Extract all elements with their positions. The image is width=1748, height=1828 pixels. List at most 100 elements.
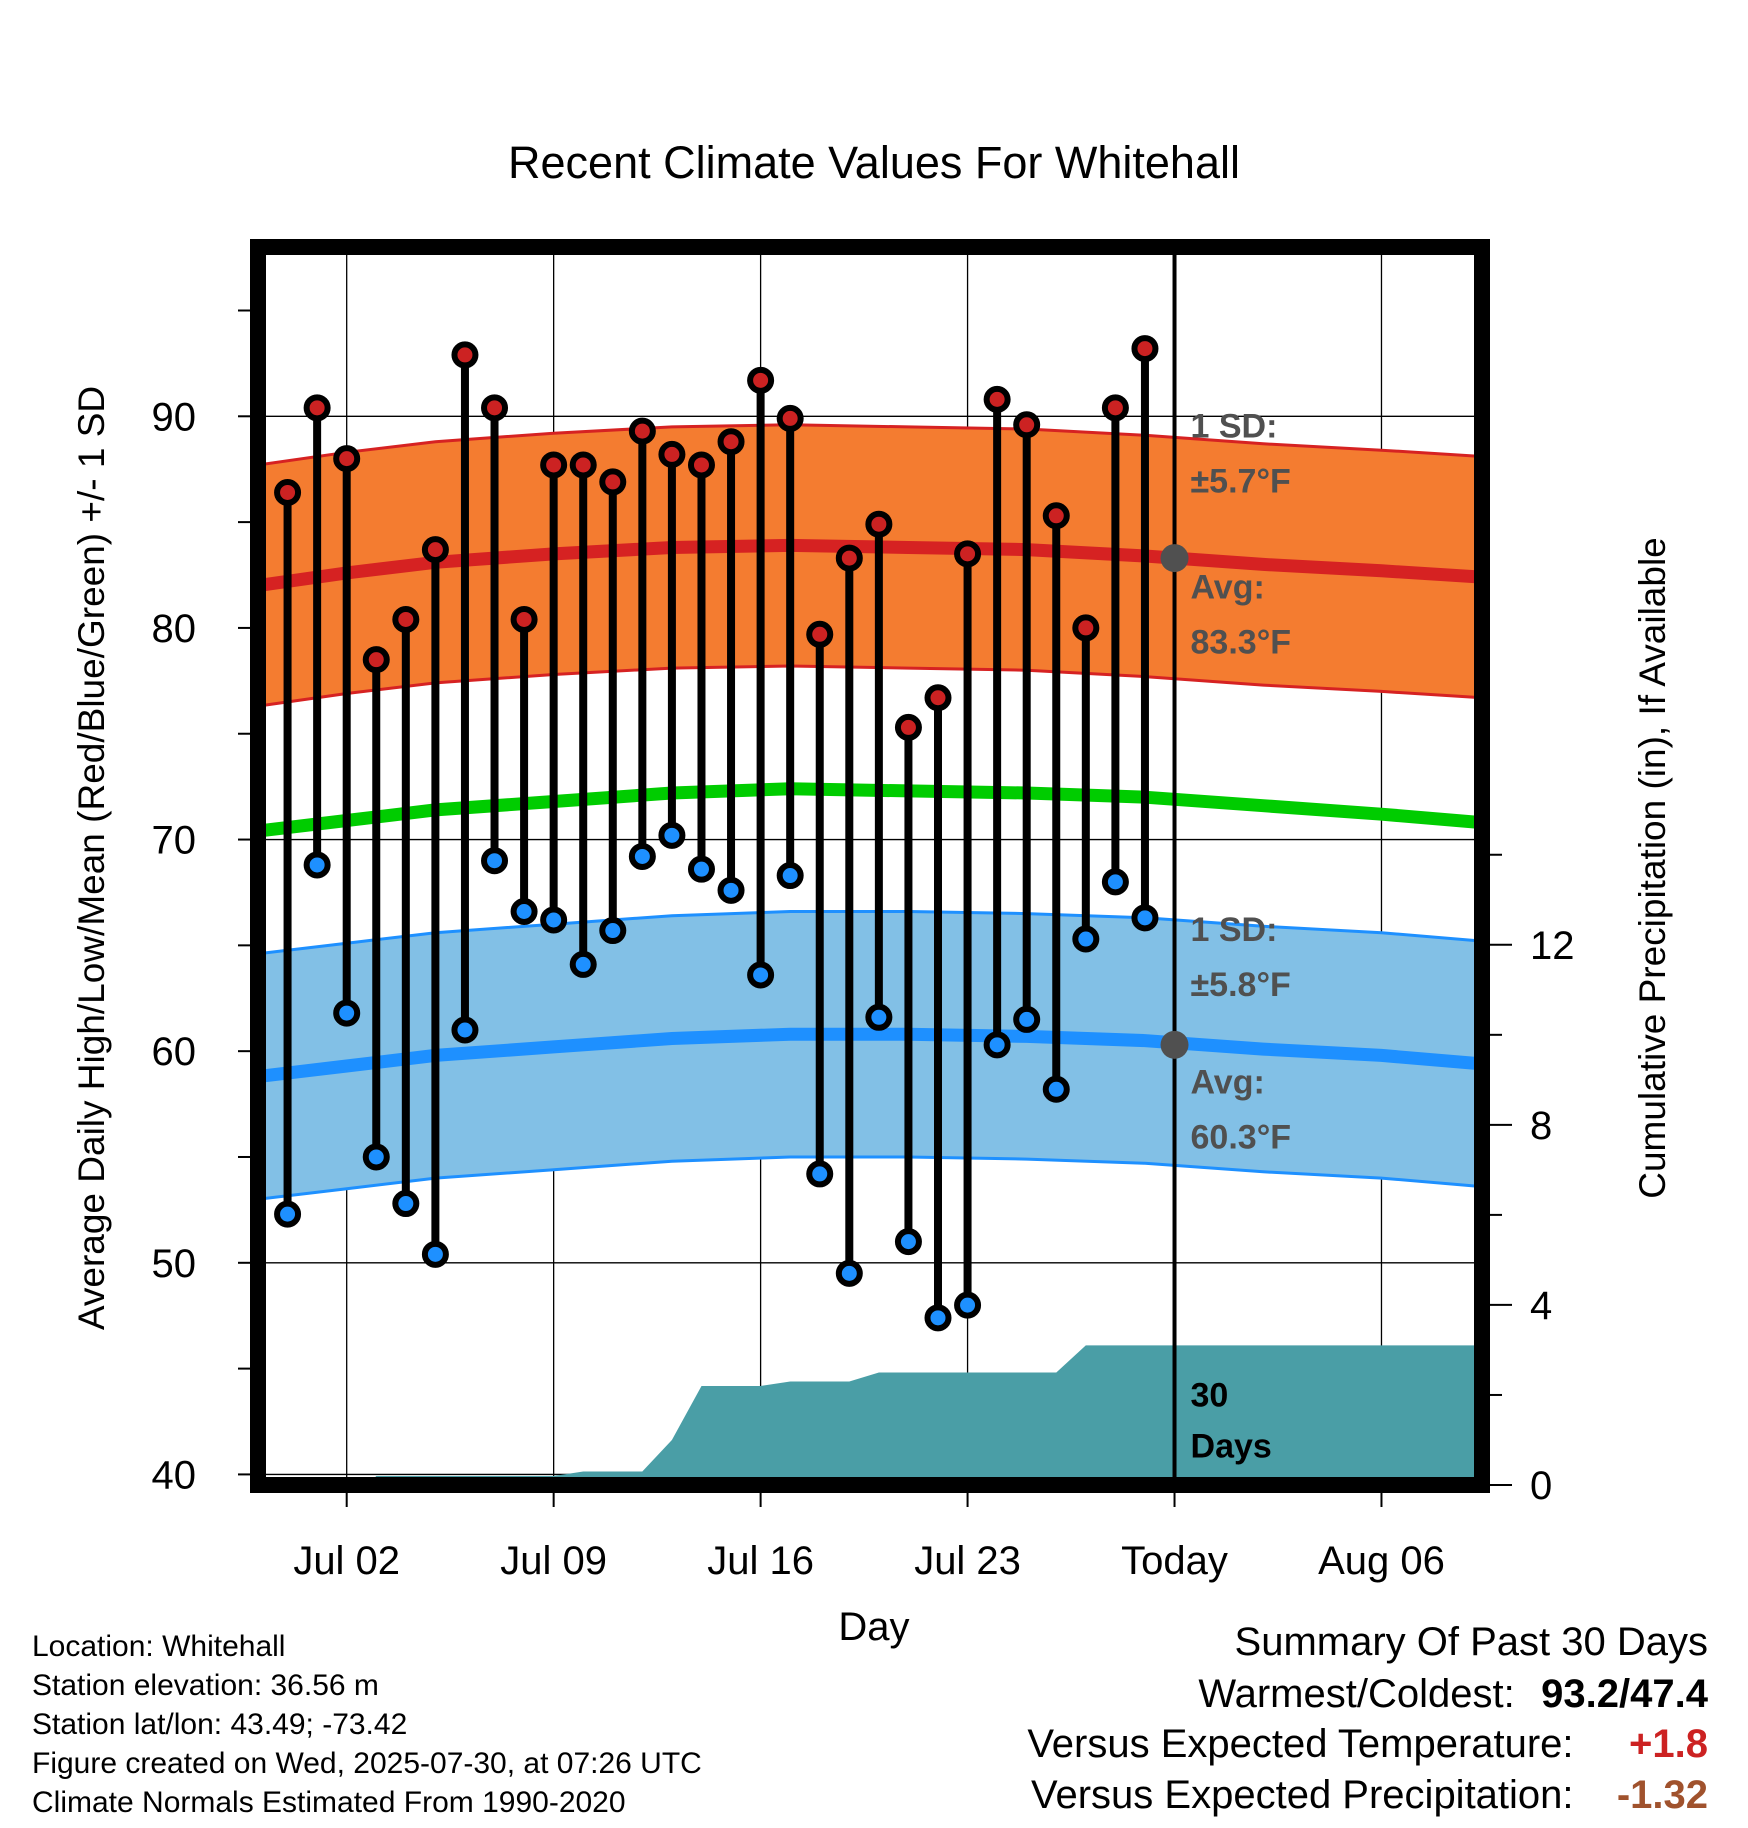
footer-created: Figure created on Wed, 2025-07-30, at 07… (32, 1747, 702, 1780)
low-avg-label: Avg: (1191, 1063, 1265, 1101)
high-avg-value: 83.3°F (1191, 623, 1292, 661)
x-tick-label: Jul 02 (293, 1539, 400, 1583)
low-sd-label: 1 SD: (1191, 911, 1278, 949)
daily-high-point (303, 394, 331, 422)
high-avg-label: Avg: (1191, 568, 1265, 606)
y-tick-label: 50 (152, 1242, 197, 1286)
daily-low-point (806, 1160, 834, 1188)
daily-high-point (983, 385, 1011, 413)
daily-high-point (451, 341, 479, 369)
warmest-coldest-label: Warmest/Coldest: (1198, 1672, 1515, 1716)
mean-normal-line (258, 782, 1482, 838)
daily-high-point (510, 605, 538, 633)
warmest-coldest-value: 93.2/47.4 (1541, 1672, 1708, 1716)
daily-low-point (628, 842, 656, 870)
daily-low-point (333, 999, 361, 1027)
daily-high-point (599, 468, 627, 496)
daily-high-point (1131, 335, 1159, 363)
daily-high-point (894, 713, 922, 741)
daily-high-point (1013, 411, 1041, 439)
daily-low-point (599, 917, 627, 945)
daily-low-point (392, 1190, 420, 1218)
daily-low-point (274, 1200, 302, 1228)
today-low-avg-marker (1160, 1030, 1189, 1059)
summary-title: Summary Of Past 30 Days (1234, 1620, 1708, 1664)
daily-low-point (540, 906, 568, 934)
daily-low-point (451, 1016, 479, 1044)
precip-vs-expected-value: -1.32 (1616, 1773, 1708, 1817)
daily-high-point (806, 620, 834, 648)
summary-precip: Versus Expected Precipitation: -1.32 (1031, 1773, 1708, 1818)
low-avg-value: 60.3°F (1191, 1119, 1292, 1157)
footer-elevation: Station elevation: 36.56 m (32, 1669, 379, 1702)
daily-high-point (1042, 502, 1070, 530)
daily-low-point (717, 876, 745, 904)
daily-low-point (894, 1228, 922, 1256)
daily-high-point (274, 478, 302, 506)
y-tick-label: 90 (152, 395, 197, 439)
footer-normals: Climate Normals Estimated From 1990-2020 (32, 1786, 626, 1819)
daily-low-point (303, 851, 331, 879)
y-axis-label-left: Average Daily High/Low/Mean (Red/Blue/Gr… (71, 386, 112, 1330)
plot-frame (250, 239, 1490, 1493)
daily-high-point (540, 451, 568, 479)
daily-high-point (362, 646, 390, 674)
summary-temp: Versus Expected Temperature: +1.8 (1027, 1722, 1708, 1767)
daily-low-point (1013, 1005, 1041, 1033)
y-tick-label: 40 (152, 1453, 197, 1497)
x-tick-label: Jul 09 (500, 1539, 607, 1583)
precip-area (258, 1345, 1482, 1485)
daily-low-point (747, 961, 775, 989)
daily-high-point (954, 540, 982, 568)
plot-content: 1 SD: ±5.7°F Avg: 83.3°F 1 SD: ±5.8°F Avg: 60.3… (258, 247, 1482, 1485)
daily-low-point (421, 1240, 449, 1268)
window-label-number: 30 (1191, 1377, 1229, 1415)
footer-location: Location: Whitehall (32, 1630, 286, 1663)
daily-low-point (362, 1143, 390, 1171)
daily-low-point (776, 862, 804, 890)
x-axis-label: Day (838, 1605, 909, 1649)
x-tick-label: Aug 06 (1318, 1539, 1445, 1583)
daily-low-point (1131, 904, 1159, 932)
daily-high-point (1101, 394, 1129, 422)
y-tick-label: 70 (152, 819, 197, 863)
daily-low-point (865, 1003, 893, 1031)
high-sd-label: 1 SD: (1191, 407, 1278, 445)
daily-low-point (481, 847, 509, 875)
daily-high-point (687, 451, 715, 479)
summary-warmest-coldest: Warmest/Coldest: 93.2/47.4 (1198, 1672, 1708, 1717)
daily-low-point (835, 1259, 863, 1287)
daily-high-point (392, 605, 420, 633)
y-right-tick-label: 4 (1530, 1284, 1552, 1328)
daily-high-point (747, 366, 775, 394)
daily-low-point (687, 855, 715, 883)
window-label-days: Days (1191, 1427, 1272, 1465)
daily-high-point (835, 544, 863, 572)
y-tick-label: 60 (152, 1030, 197, 1074)
daily-low-point (983, 1031, 1011, 1059)
high-sd-value: ±5.7°F (1191, 462, 1291, 500)
x-tick-label: Jul 23 (914, 1539, 1021, 1583)
plot-area: 1 SD: ±5.7°F Avg: 83.3°F 1 SD: ±5.8°F Avg: 60.3… (152, 239, 1575, 1583)
x-tick-label: Jul 16 (707, 1539, 814, 1583)
daily-low-point (1072, 925, 1100, 953)
daily-high-point (924, 684, 952, 712)
daily-low-point (1042, 1075, 1070, 1103)
y-right-tick-label: 12 (1530, 924, 1575, 968)
temp-vs-expected-value: +1.8 (1629, 1722, 1708, 1766)
daily-high-point (333, 445, 361, 473)
y-right-tick-label: 8 (1530, 1104, 1552, 1148)
high-sd-upper-line (258, 423, 1482, 467)
footer-latlon: Station lat/lon: 43.49; -73.42 (32, 1708, 408, 1741)
daily-high-point (717, 428, 745, 456)
daily-high-point (628, 417, 656, 445)
daily-low-point (510, 897, 538, 925)
low-sd-value: ±5.8°F (1191, 966, 1291, 1004)
daily-high-point (421, 536, 449, 564)
daily-high-point (481, 394, 509, 422)
daily-high-point (1072, 614, 1100, 642)
daily-low-point (658, 821, 686, 849)
chart-title: Recent Climate Values For Whitehall (508, 137, 1240, 188)
daily-high-point (569, 451, 597, 479)
